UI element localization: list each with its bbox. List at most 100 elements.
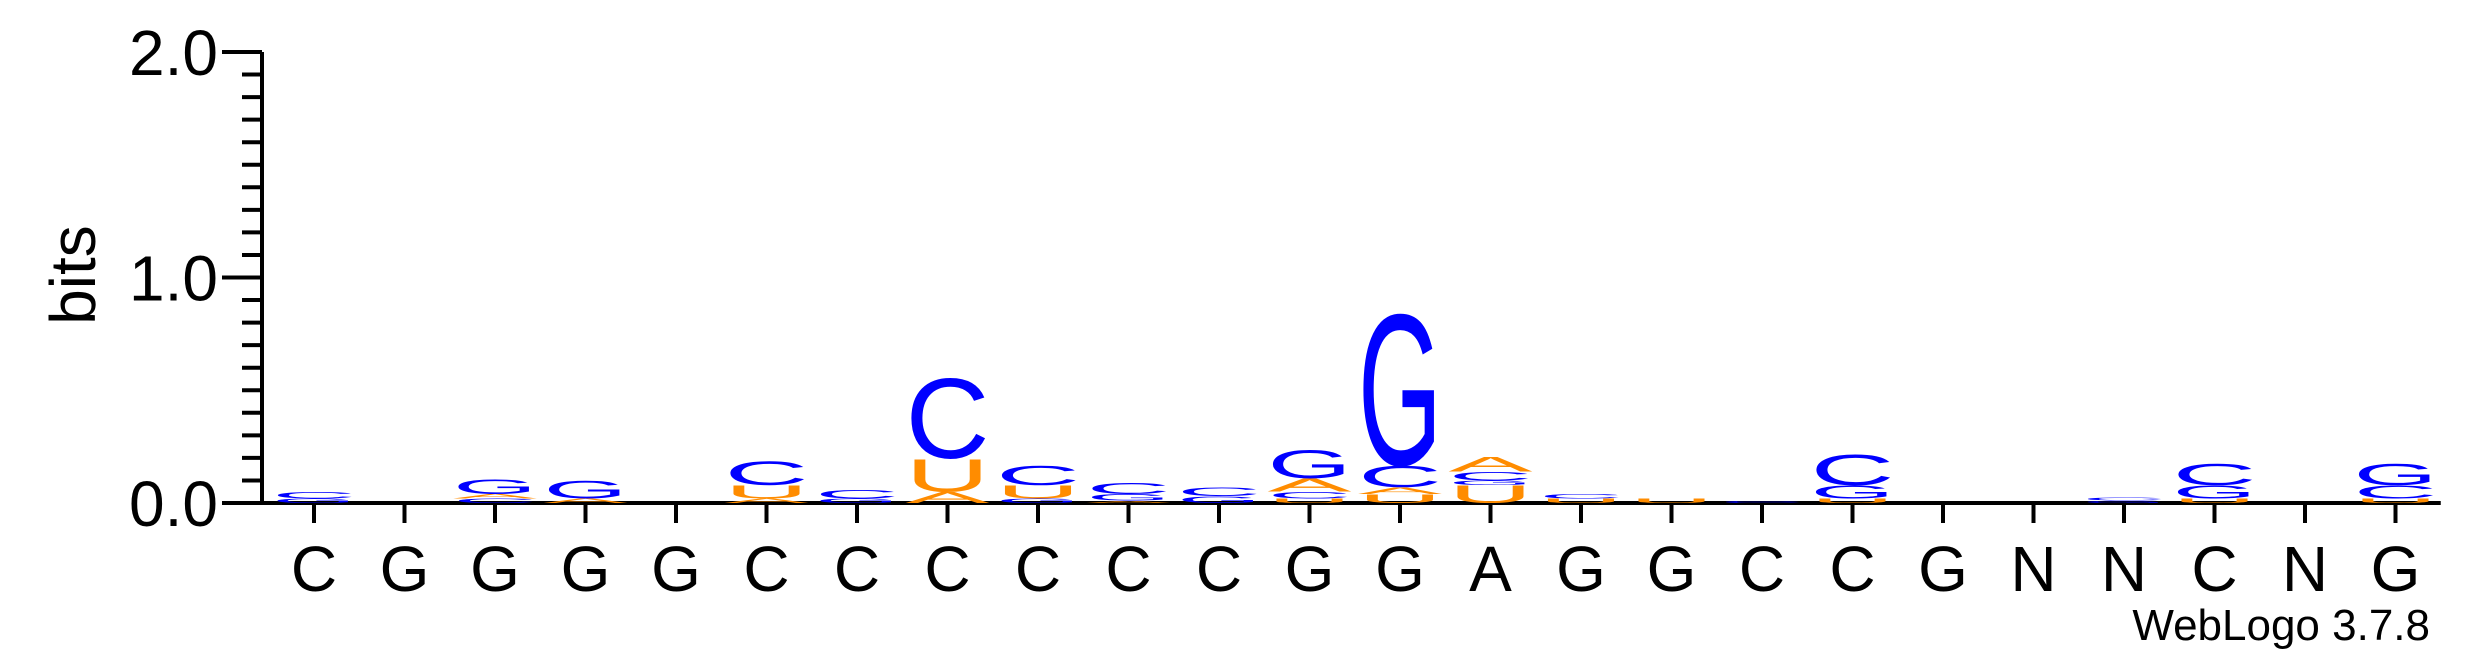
logo-letter: G <box>1449 479 1533 486</box>
letter-group: U <box>1268 498 1352 505</box>
letter-group: C <box>1358 459 1442 494</box>
letter-group: A <box>1449 452 1534 476</box>
letter-group: G <box>2082 500 2166 503</box>
x-tick-label: G <box>1918 533 1968 605</box>
logo-letter: U <box>906 450 990 502</box>
logo-letter: C <box>1087 480 1171 497</box>
logo-letter: U <box>1539 498 1623 505</box>
logo-letter: G <box>272 498 356 505</box>
logo-letter: C <box>2173 457 2257 492</box>
logo-letter: C <box>1539 493 1623 500</box>
letter-group: G <box>544 476 628 503</box>
logo-letter: C <box>996 460 1080 491</box>
logo-letter: A <box>1268 475 1352 496</box>
letter-group: C <box>272 490 356 500</box>
logo-letter: G <box>1177 495 1261 505</box>
x-tick-label: C <box>1015 533 1061 605</box>
letter-group: A <box>906 489 990 506</box>
letter-group: G <box>1811 482 1895 503</box>
logo-letter: U <box>1630 498 1714 505</box>
logo-letter: G <box>2354 457 2438 492</box>
logo-letter: G <box>1811 482 1895 503</box>
logo-letter: G <box>453 475 537 499</box>
logo-letter: C <box>1720 500 1804 503</box>
logo-letter: C <box>815 488 899 502</box>
x-tick-label: C <box>743 533 789 605</box>
logo-letter: C <box>1811 446 1895 494</box>
letter-group: A <box>453 493 538 500</box>
letter-group: G <box>1177 495 1261 505</box>
x-tick-label: C <box>1739 533 1785 605</box>
letter-group: G <box>1358 270 1442 511</box>
x-tick-label: C <box>924 533 970 605</box>
letter-group: U <box>1811 498 1895 505</box>
y-tick-label: 1.0 <box>129 243 218 315</box>
letter-group: C <box>906 355 990 483</box>
x-tick-label: N <box>2010 533 2056 605</box>
letter-group: U <box>1630 498 1714 505</box>
letter-group: U <box>1449 481 1533 508</box>
logo-letter: A <box>1449 452 1534 476</box>
letter-group: G <box>2173 482 2257 503</box>
letter-group: C <box>1177 485 1261 499</box>
letter-group: A <box>1358 486 1443 496</box>
x-tick-label: C <box>834 533 880 605</box>
letter-group: C <box>2354 482 2438 503</box>
logo-letter: U <box>725 482 809 503</box>
logo-letter: A <box>725 498 810 505</box>
logo-letter: A <box>906 489 990 506</box>
logo-letter: U <box>1811 498 1895 505</box>
x-tick-label: C <box>1829 533 1875 605</box>
letter-group: A <box>725 498 810 505</box>
letter-group: C <box>996 460 1080 491</box>
letter-group: G <box>2354 457 2438 492</box>
x-tick-label: A <box>1469 533 1512 605</box>
logo-letter: C <box>725 454 809 492</box>
letter-group: C <box>1449 470 1533 484</box>
letter-group: U <box>906 450 990 502</box>
x-tick-label: C <box>291 533 337 605</box>
x-tick-label: G <box>1556 533 1606 605</box>
x-tick-label: G <box>2371 533 2421 605</box>
x-tick-label: C <box>1196 533 1242 605</box>
letter-group: G <box>1449 479 1533 486</box>
letter-group: G <box>453 475 537 499</box>
x-tick-label: G <box>651 533 701 605</box>
logo-letter: C <box>1358 459 1442 494</box>
logo-letter: U <box>2354 498 2438 505</box>
letter-group: G <box>996 498 1080 505</box>
x-tick-label: G <box>470 533 520 605</box>
letter-group: U <box>996 482 1080 503</box>
logo-letter: G <box>2082 500 2166 503</box>
letter-group: C <box>725 454 809 492</box>
logo-letter: U <box>996 482 1080 503</box>
logo-letter: A <box>544 498 629 505</box>
logo-letter: C <box>2082 497 2166 502</box>
logo-letter: G <box>1268 442 1352 487</box>
letter-group: U <box>2354 498 2438 505</box>
letter-group: U <box>2173 498 2257 505</box>
logo-letter: C <box>453 498 537 505</box>
letter-group: U <box>1358 492 1442 506</box>
logo-letter: G <box>996 498 1080 505</box>
y-axis-label: bits <box>37 225 109 325</box>
logo-letter: U <box>2173 498 2257 505</box>
letter-group: C <box>1087 480 1171 497</box>
x-tick-label: N <box>2101 533 2147 605</box>
letter-group: G <box>272 498 356 505</box>
x-tick-label: G <box>1647 533 1697 605</box>
logo-letter: U <box>1268 498 1352 505</box>
letter-group: C <box>1811 446 1895 494</box>
letter-group: A <box>1087 500 1172 503</box>
logo-letter: A <box>1358 486 1443 496</box>
logo-letter: A <box>453 493 538 500</box>
logo-letter: G <box>815 498 899 505</box>
logo-letter: C <box>906 355 990 483</box>
logo-letter: G <box>1087 493 1171 503</box>
logo-letter: C <box>272 490 356 500</box>
letter-group: C <box>1539 493 1623 500</box>
logo-letter: C <box>1449 470 1533 484</box>
letter-group: G <box>1268 442 1352 487</box>
letter-group: U <box>725 482 809 503</box>
